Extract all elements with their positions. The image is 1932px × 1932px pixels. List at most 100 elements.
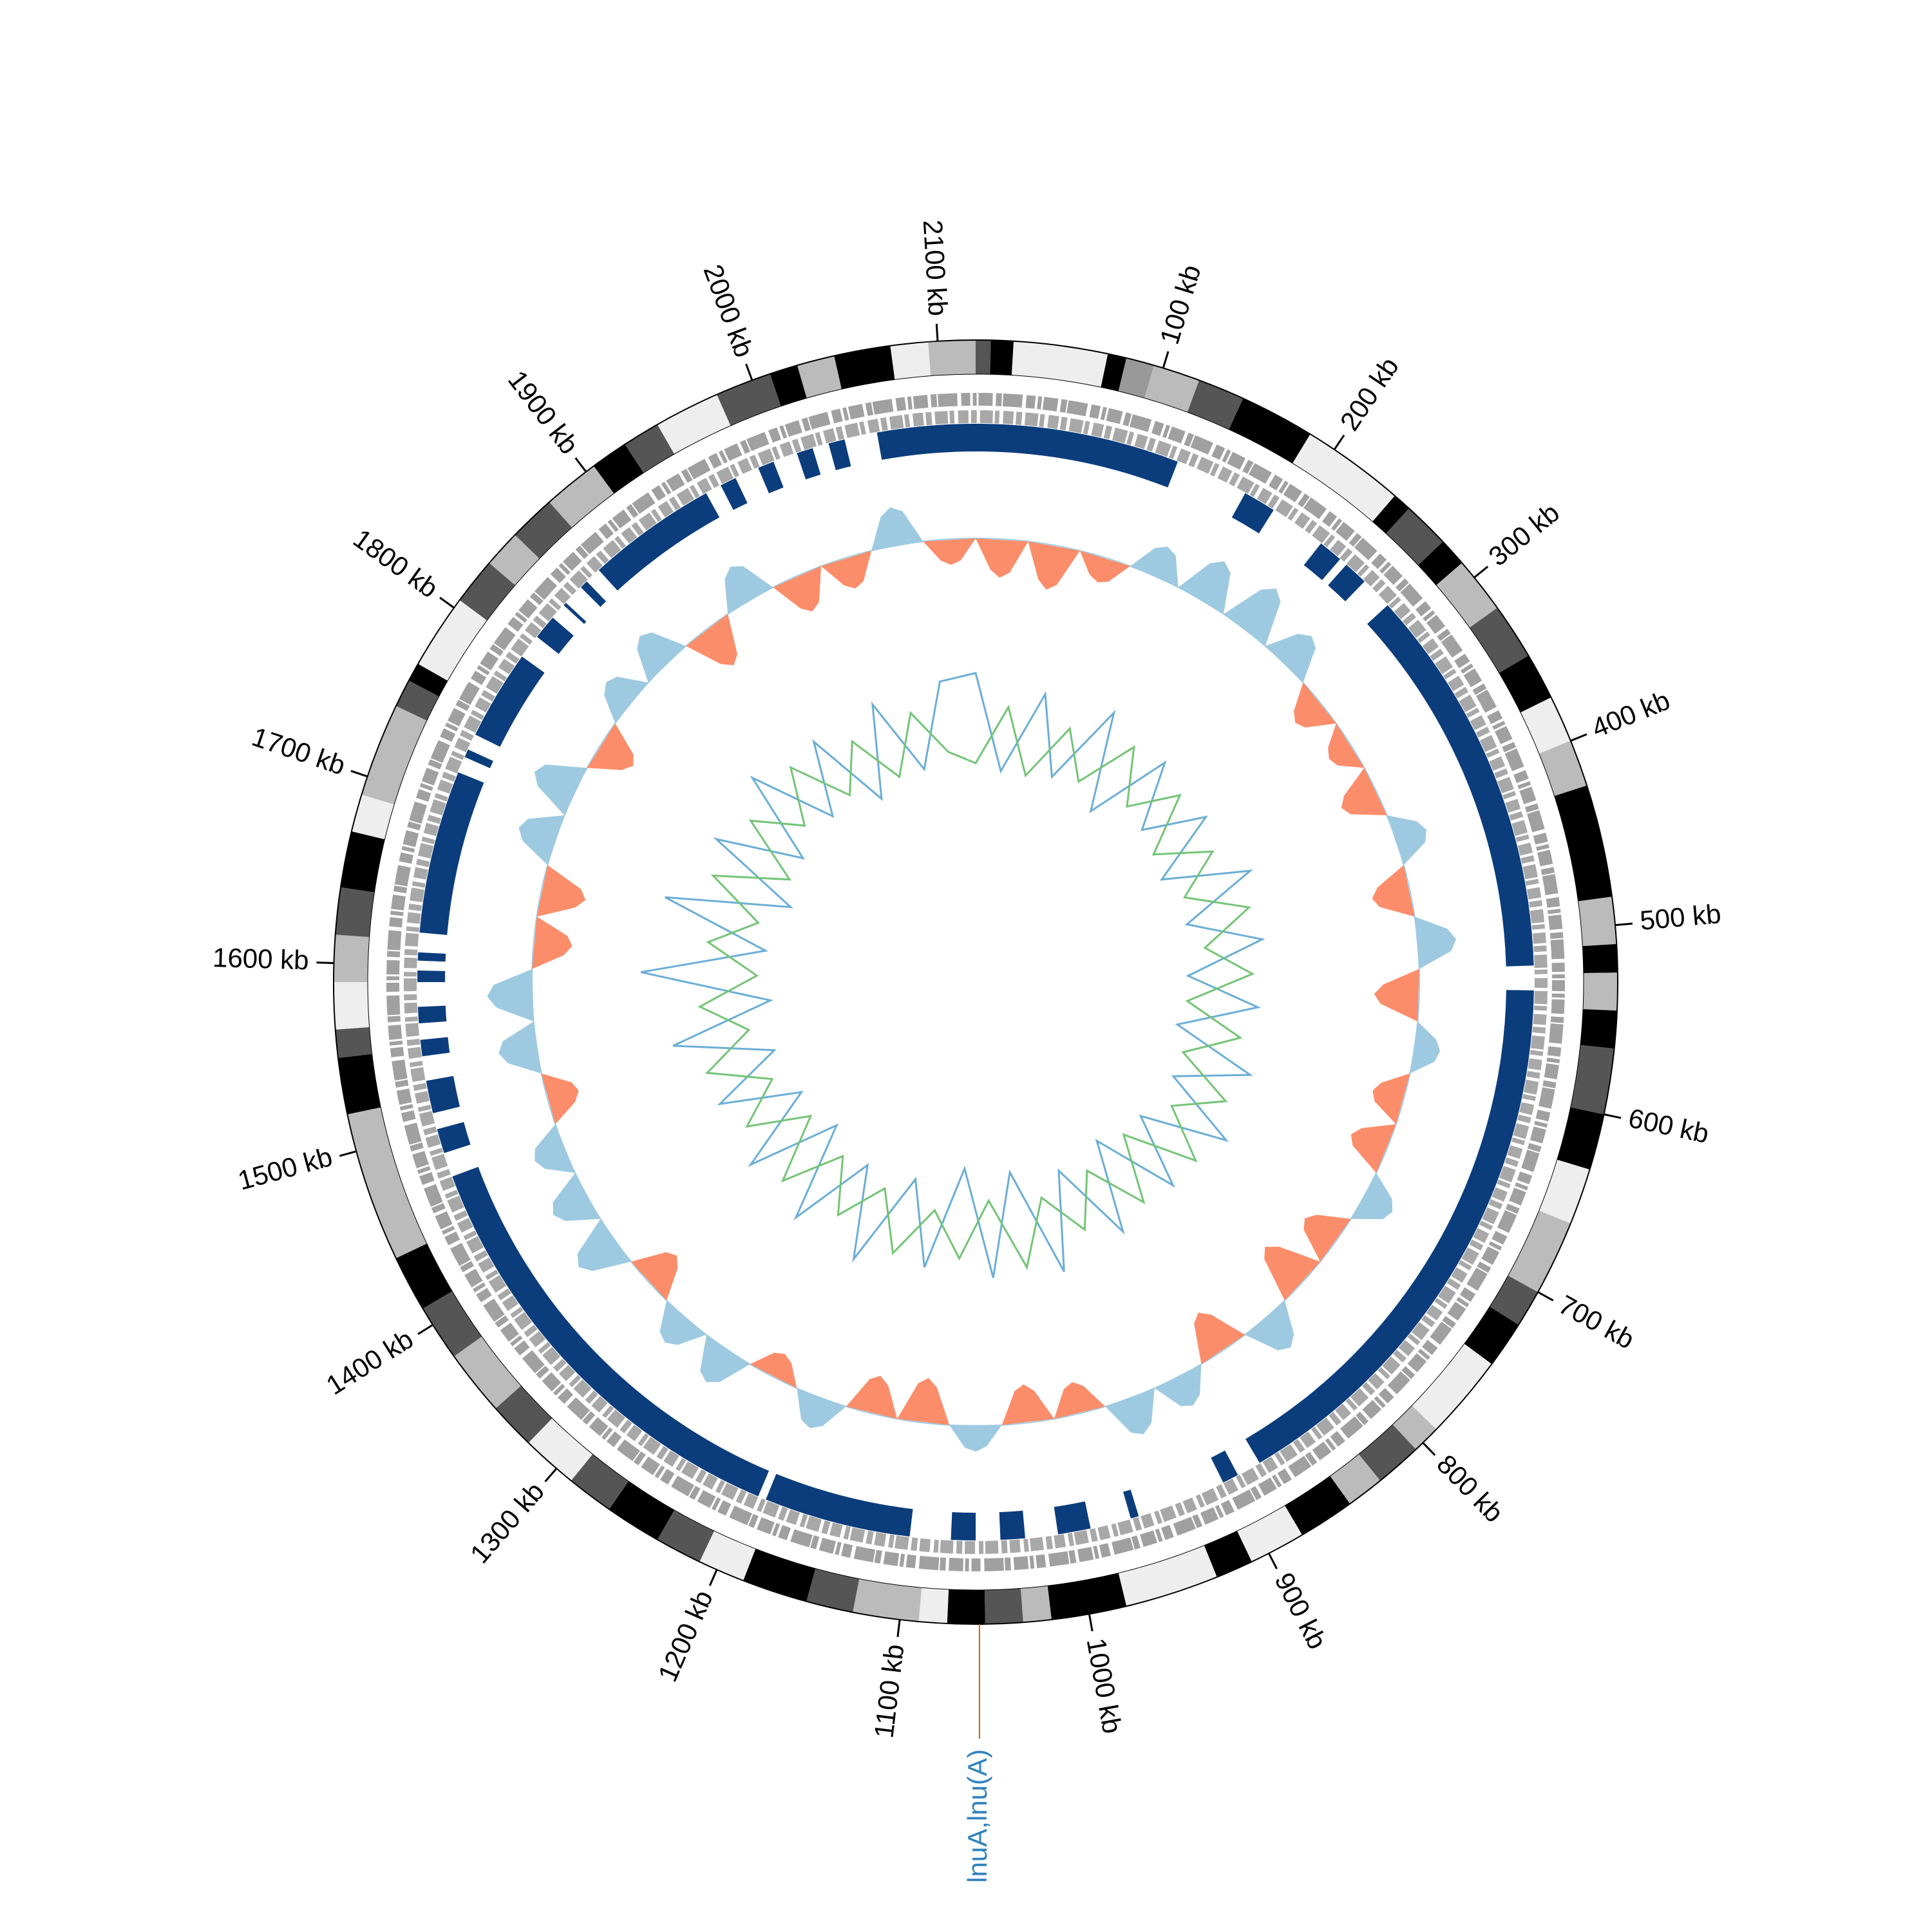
skew-bar — [1350, 1173, 1393, 1220]
tick-label: 300 kb — [1483, 497, 1566, 572]
band — [515, 502, 573, 559]
band — [657, 1510, 715, 1562]
skew-bar — [1387, 815, 1427, 866]
band — [1392, 1405, 1437, 1450]
band — [1570, 1045, 1615, 1115]
band — [947, 1589, 985, 1624]
skew-bar — [1303, 1215, 1351, 1262]
band — [1358, 1424, 1416, 1481]
skew-bar — [532, 916, 573, 969]
band — [1118, 1545, 1217, 1607]
band — [990, 340, 1014, 375]
feature-arc — [452, 1166, 770, 1497]
feature-arc — [999, 1510, 1025, 1540]
tick-label: 1800 kb — [348, 523, 444, 603]
tick-mark — [745, 363, 753, 381]
band — [528, 1418, 593, 1481]
feature-arc — [420, 1037, 450, 1057]
skew-bar — [871, 507, 923, 551]
skew-bar — [659, 1300, 706, 1345]
tick-label: 1100 kb — [868, 1643, 909, 1740]
skew-bar — [976, 538, 1028, 578]
band — [717, 374, 781, 426]
tick-label: 1900 kb — [502, 365, 585, 459]
tick-mark — [1088, 1614, 1094, 1632]
band — [743, 1548, 816, 1602]
band — [1236, 1505, 1303, 1562]
tick-mark — [1267, 1553, 1278, 1569]
skew-bar — [1294, 682, 1336, 728]
feature-arc — [976, 424, 1178, 488]
band — [1582, 943, 1618, 974]
skew-bar — [923, 538, 976, 565]
skew-bar — [518, 815, 565, 866]
band — [657, 394, 731, 455]
band — [834, 345, 895, 390]
tick-label: 200 kb — [1334, 352, 1404, 436]
tick-label: 600 kb — [1626, 1103, 1712, 1149]
skew-bar — [686, 614, 737, 665]
feature-arc — [766, 1473, 913, 1537]
skew-bar — [587, 723, 634, 770]
tick-mark — [339, 1150, 357, 1157]
skew-bar — [630, 1252, 678, 1301]
feature-arc — [1211, 1450, 1238, 1483]
skew-bar — [1194, 1312, 1245, 1365]
band — [928, 340, 976, 376]
band — [1204, 1531, 1252, 1577]
band — [1578, 896, 1617, 947]
band — [1554, 785, 1613, 902]
band — [976, 340, 991, 375]
feature-arc — [828, 439, 851, 471]
band — [347, 1107, 427, 1258]
band — [337, 1054, 381, 1115]
feature-arc — [417, 1005, 447, 1024]
band — [571, 1454, 629, 1510]
skew-bar — [750, 1352, 797, 1388]
band — [1583, 972, 1618, 1011]
tick-label: 700 kb — [1554, 1289, 1640, 1355]
skew-bar — [1245, 1300, 1294, 1350]
skew-bar — [498, 1021, 542, 1074]
feature-arc — [417, 971, 446, 982]
band — [1580, 1009, 1618, 1049]
feature-arc — [876, 424, 976, 460]
skew-bar — [700, 1334, 750, 1383]
feature-arc — [417, 952, 446, 962]
feature-arc — [437, 1122, 471, 1153]
skew-bar — [1001, 1384, 1054, 1425]
feature-arc — [536, 618, 574, 654]
tick-mark — [574, 457, 587, 473]
band — [459, 563, 515, 621]
tick-label: 1700 kb — [249, 721, 350, 781]
tick-mark — [1162, 351, 1170, 368]
band — [1118, 357, 1155, 399]
signal-line — [697, 705, 1255, 1271]
feature-arc — [1328, 564, 1365, 601]
tick-mark — [708, 1569, 718, 1586]
skew-bar — [1372, 1073, 1410, 1124]
skew-bar — [1328, 723, 1365, 768]
skew-bar — [1028, 541, 1080, 590]
skew-bar — [1223, 588, 1281, 647]
skew-bar — [577, 1218, 631, 1271]
feature-arc — [598, 493, 720, 591]
band — [1436, 563, 1498, 628]
band — [489, 535, 540, 585]
skew-bar — [535, 1124, 575, 1173]
skew-bar — [553, 1173, 601, 1222]
tick-label: 500 kb — [1639, 898, 1723, 936]
feature-arc — [475, 656, 545, 747]
skew-bar — [1410, 1021, 1441, 1074]
tick-mark — [417, 1323, 433, 1335]
skew-bar — [949, 1425, 1002, 1452]
feature-arc — [797, 448, 821, 480]
tick-mark — [896, 1619, 901, 1637]
band — [351, 794, 395, 840]
tick-mark — [439, 596, 455, 609]
feature-arc — [419, 772, 484, 935]
skew-bar — [536, 865, 586, 917]
band — [408, 663, 448, 697]
skew-bar — [1414, 916, 1457, 969]
